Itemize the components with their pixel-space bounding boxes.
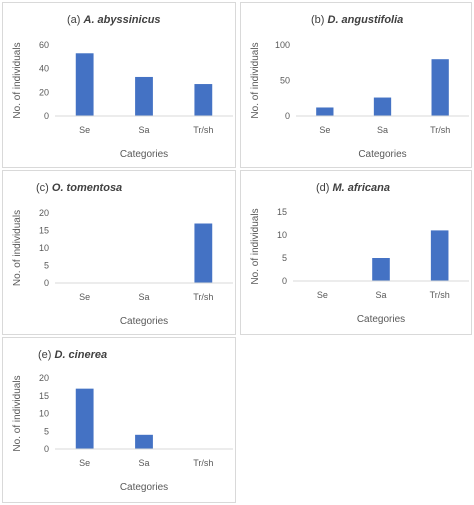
chart-title-prefix: (b): [311, 14, 328, 26]
x-tick-label: Tr/sh: [193, 458, 213, 468]
y-tick-label: 40: [39, 64, 49, 74]
bar: [431, 59, 449, 116]
chart-title-species: A. abyssinicus: [83, 14, 161, 26]
chart-title-species: M. africana: [333, 182, 390, 194]
chart-title-prefix: (a): [67, 14, 84, 26]
x-axis-label: Categories: [358, 149, 406, 160]
y-tick-label: 15: [277, 207, 287, 217]
chart-title-prefix: (c): [36, 182, 52, 194]
y-axis-label: No. of individuals: [12, 42, 23, 118]
chart-title: (b) D. angustifolia: [311, 14, 403, 26]
bar: [135, 434, 153, 449]
x-tick-label: Sa: [377, 125, 388, 135]
x-axis-label: Categories: [357, 314, 405, 325]
chart-panel-c: (c) O. tomentosa 0 5 10 15 20 Se Sa Tr/sh Categor…: [2, 170, 236, 335]
y-tick-label: 100: [275, 40, 290, 50]
y-tick-label: 15: [39, 226, 49, 236]
y-tick-label: 5: [44, 426, 49, 436]
x-tick-label: Sa: [375, 290, 386, 300]
x-tick-label: Tr/sh: [430, 290, 450, 300]
y-tick-label: 20: [39, 208, 49, 218]
x-tick-label: Sa: [138, 125, 149, 135]
chart-panel-b: (b) D. angustifolia 0 50 100 Se Sa Tr/sh Catego…: [240, 2, 472, 168]
y-tick-label: 0: [44, 111, 49, 121]
y-tick-label: 0: [285, 111, 290, 121]
chart-svg: (d) M. africana 0 5 10 15 Se Sa Tr/sh Categories…: [250, 182, 469, 325]
chart-svg: (b) D. angustifolia 0 50 100 Se Sa Tr/sh Catego…: [250, 14, 469, 160]
bar: [430, 230, 449, 281]
y-tick-label: 5: [44, 261, 49, 271]
chart-svg: (e) D. cinerea 0 5 10 15 20 Se Sa Tr/sh Categorie…: [12, 349, 233, 493]
y-tick-label: 0: [44, 278, 49, 288]
bar: [373, 97, 392, 116]
y-tick-label: 10: [39, 243, 49, 253]
y-axis-label: No. of individuals: [250, 42, 261, 118]
chart-panel-e: (e) D. cinerea 0 5 10 15 20 Se Sa Tr/sh Categorie…: [2, 337, 236, 503]
x-tick-label: Se: [79, 458, 90, 468]
chart-panel-a: (a) A. abyssinicus 0 20 40 60 Se Sa Tr/sh Catego…: [2, 2, 236, 168]
y-tick-label: 15: [39, 391, 49, 401]
x-tick-label: Tr/sh: [193, 125, 213, 135]
chart-title-species: D. angustifolia: [328, 14, 404, 26]
chart-svg: (a) A. abyssinicus 0 20 40 60 Se Sa Tr/sh Catego…: [12, 14, 233, 160]
x-axis-label: Categories: [120, 149, 168, 160]
chart-title-prefix: (d): [316, 182, 333, 194]
x-tick-label: Tr/sh: [193, 292, 213, 302]
x-tick-label: Se: [79, 292, 90, 302]
chart-title-species: O. tomentosa: [52, 182, 122, 194]
x-tick-label: Se: [79, 125, 90, 135]
y-axis-label: No. of individuals: [12, 210, 23, 286]
y-axis-label: No. of individuals: [12, 375, 23, 451]
bar: [194, 84, 213, 116]
chart-title-prefix: (e): [38, 349, 55, 361]
bar: [135, 76, 153, 116]
x-tick-label: Sa: [138, 458, 149, 468]
x-tick-label: Sa: [138, 292, 149, 302]
y-tick-label: 0: [44, 444, 49, 454]
y-axis-label: No. of individuals: [250, 208, 261, 284]
chart-panel-d: (d) M. africana 0 5 10 15 Se Sa Tr/sh Categories…: [240, 170, 472, 335]
y-tick-label: 10: [277, 230, 287, 240]
x-axis-label: Categories: [120, 316, 168, 327]
chart-title: (a) A. abyssinicus: [67, 14, 161, 26]
chart-title: (d) M. africana: [316, 182, 390, 194]
y-tick-label: 50: [280, 76, 290, 86]
y-tick-label: 20: [39, 87, 49, 97]
bar: [194, 223, 213, 283]
chart-svg: (c) O. tomentosa 0 5 10 15 20 Se Sa Tr/sh Categor…: [12, 182, 233, 327]
y-tick-label: 10: [39, 409, 49, 419]
bar: [75, 388, 94, 449]
x-axis-label: Categories: [120, 482, 168, 493]
x-tick-label: Se: [319, 125, 330, 135]
x-tick-label: Se: [317, 290, 328, 300]
bar: [372, 258, 390, 281]
bar: [316, 107, 334, 116]
y-tick-label: 60: [39, 40, 49, 50]
y-tick-label: 20: [39, 373, 49, 383]
chart-title: (e) D. cinerea: [38, 349, 107, 361]
chart-title: (c) O. tomentosa: [36, 182, 122, 194]
y-tick-label: 0: [282, 276, 287, 286]
bar: [75, 53, 94, 116]
y-tick-label: 5: [282, 253, 287, 263]
x-tick-label: Tr/sh: [430, 125, 450, 135]
chart-title-species: D. cinerea: [55, 349, 108, 361]
